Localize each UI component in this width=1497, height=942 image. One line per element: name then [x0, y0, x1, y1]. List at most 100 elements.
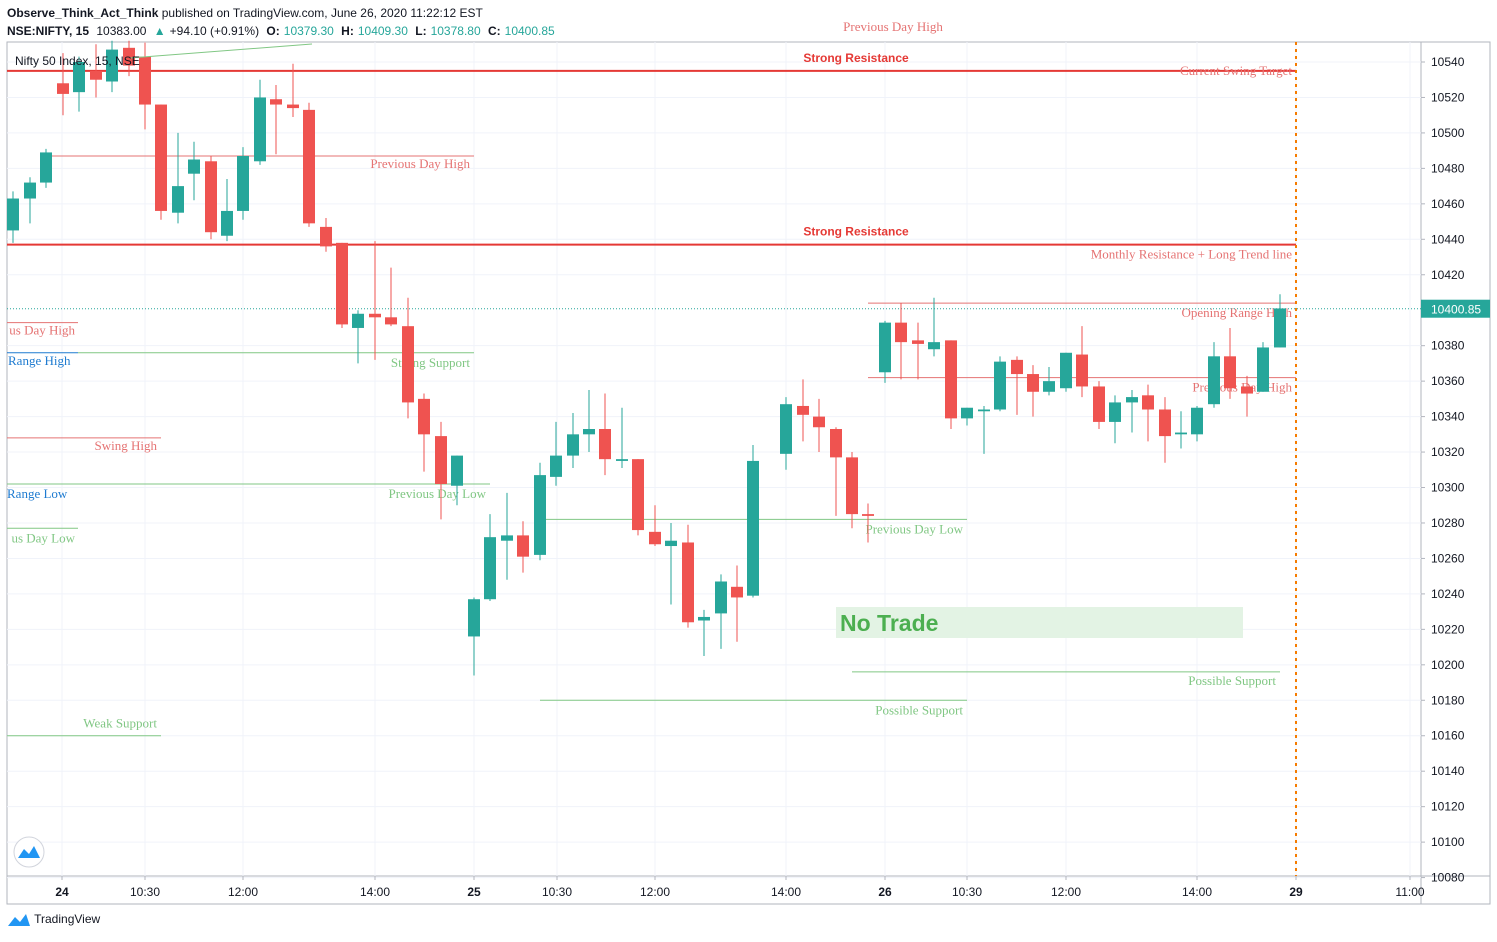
candle-body [567, 434, 579, 456]
x-tick-label: 10:30 [542, 885, 572, 899]
last-price-tag [1421, 299, 1490, 318]
candle-body [961, 407, 973, 419]
candle-body [517, 535, 529, 557]
level-label: Previous Day High [370, 156, 470, 171]
candle-body [139, 56, 151, 105]
high-label: H: [341, 24, 354, 38]
candle-body [1126, 397, 1138, 403]
candle-body [1208, 356, 1220, 405]
x-tick-label: 29 [1289, 885, 1303, 899]
legend-title: Nifty 50 Index, 15, NSE [15, 54, 140, 68]
x-tick-label: 14:00 [771, 885, 801, 899]
y-tick-label: 10080 [1431, 871, 1465, 885]
y-tick-label: 10320 [1431, 445, 1465, 459]
candle-body [895, 322, 907, 343]
candle-body [747, 460, 759, 596]
y-tick-label: 10480 [1431, 161, 1465, 175]
candle-body [501, 535, 513, 541]
candle-body [336, 242, 348, 325]
candle-body [1011, 359, 1023, 375]
y-tick-label: 10180 [1431, 693, 1465, 707]
trend-line [129, 43, 313, 59]
candle-body [90, 70, 102, 80]
x-tick-label: 10:30 [130, 885, 160, 899]
x-tick-label: 11:00 [1395, 885, 1424, 899]
x-tick-label: 24 [55, 885, 69, 899]
candle-body [287, 104, 299, 109]
tradingview-logo-icon [8, 913, 30, 926]
candle-body [1241, 386, 1253, 394]
candle-body [435, 436, 447, 484]
candle-body [1159, 409, 1171, 437]
change-arrow-icon: ▲ [153, 24, 166, 38]
x-tick-label: 25 [467, 885, 481, 899]
published-text: published on TradingView.com, June 26, 2… [161, 6, 483, 20]
y-tick-label: 10340 [1431, 410, 1465, 424]
candle-body [270, 99, 282, 105]
symbol-label[interactable]: NSE:NIFTY, 15 [7, 24, 90, 38]
candle-body [1076, 354, 1088, 387]
candle-body [7, 198, 19, 231]
candle-body [1274, 308, 1286, 348]
candle-body [665, 540, 677, 547]
x-tick-label: 12:00 [1051, 885, 1081, 899]
candle-body [1109, 402, 1121, 422]
candle-body [352, 313, 364, 328]
candle-body [846, 457, 858, 515]
y-tick-label: 10520 [1431, 90, 1465, 104]
level-label: Swing High [95, 438, 158, 453]
header-row-2: NSE:NIFTY, 15 10383.00 ▲ +94.10 (+0.91%) … [7, 22, 559, 40]
chart-header: Observe_Think_Act_Think published on Tra… [7, 4, 559, 40]
x-tick-label: 26 [878, 885, 892, 899]
candle-body [1175, 432, 1187, 435]
candles [7, 40, 1286, 676]
candle-body [813, 416, 825, 428]
level-label: Possible Support [1188, 673, 1276, 688]
no-trade-label: No Trade [840, 610, 938, 636]
candle-body [40, 152, 52, 183]
candle-body [369, 313, 381, 318]
level-label: Previous Day High [843, 19, 943, 34]
y-tick-label: 10140 [1431, 764, 1465, 778]
candle-body [484, 537, 496, 600]
level-label: Current Swing Target [1180, 63, 1292, 78]
y-tick-label: 10160 [1431, 729, 1465, 743]
candle-body [155, 104, 167, 211]
candle-body [715, 581, 727, 614]
open-label: O: [266, 24, 280, 38]
candle-body [978, 409, 990, 412]
low-label: L: [415, 24, 427, 38]
price-axis[interactable]: 10080 10100 10120 10140 10160 10180 10200 10220… [1421, 55, 1490, 885]
candle-body [945, 340, 957, 419]
candle-body [879, 322, 891, 373]
annotations [129, 42, 1297, 876]
grid-lines [7, 42, 1421, 879]
candle-body [57, 83, 69, 94]
low-value: 10378.80 [430, 24, 481, 38]
candle-body [418, 398, 430, 435]
candle-body [862, 514, 874, 516]
y-tick-label: 10440 [1431, 232, 1465, 246]
high-value: 10409.30 [357, 24, 408, 38]
time-axis[interactable]: 24 10:30 12:00 14:00 25 10:30 12:00 14:00 26 10:3… [55, 876, 1425, 899]
y-tick-label: 10120 [1431, 800, 1465, 814]
candle-body [1191, 407, 1203, 435]
candle-body [221, 210, 233, 236]
footer-brand[interactable]: TradingView [34, 912, 101, 926]
tradingview-watermark-icon[interactable] [13, 836, 45, 868]
x-tick-label: 12:00 [640, 885, 670, 899]
y-tick-label: 10220 [1431, 622, 1465, 636]
candle-body [106, 49, 118, 82]
publisher-name[interactable]: Observe_Think_Act_Think [7, 6, 159, 20]
level-label: Range Low [7, 486, 68, 501]
close-label: C: [487, 24, 501, 38]
candle-body [320, 226, 332, 247]
level-label: Possible Support [875, 702, 963, 717]
level-label: Monthly Resistance + Long Trend line [1091, 247, 1292, 262]
y-tick-label: 10260 [1431, 551, 1465, 565]
candle-body [468, 599, 480, 637]
no-trade-zone [836, 607, 1243, 638]
candle-body [123, 47, 135, 66]
y-tick-label: 10380 [1431, 339, 1465, 353]
